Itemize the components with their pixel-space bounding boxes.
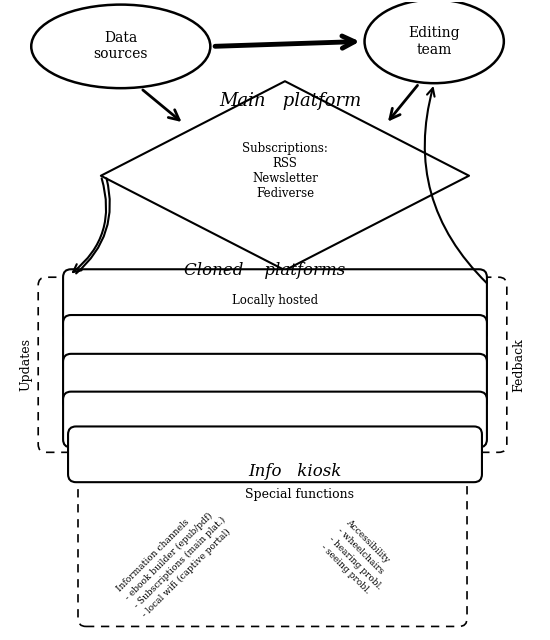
Ellipse shape	[31, 4, 210, 88]
Text: Data
sources: Data sources	[94, 31, 148, 61]
Polygon shape	[101, 81, 469, 270]
FancyBboxPatch shape	[63, 392, 487, 447]
Text: Editing
team: Editing team	[409, 26, 460, 56]
FancyBboxPatch shape	[63, 354, 487, 410]
Text: Fedback: Fedback	[512, 338, 525, 392]
Text: Cloned    platforms: Cloned platforms	[184, 262, 346, 279]
Text: Updates: Updates	[20, 339, 33, 391]
Text: Info   kiosk: Info kiosk	[248, 463, 342, 480]
Text: Accessibility
- wheelchairs
- hearing probl.
- seeing probl.: Accessibility - wheelchairs - hearing pr…	[318, 518, 400, 600]
Text: Locally hosted: Locally hosted	[232, 294, 318, 307]
Ellipse shape	[365, 0, 504, 83]
Text: Information channels
- ebook builder (epub/pdf)
- Subscriptions (main plat.)
- l: Information channels - ebook builder (ep…	[116, 499, 235, 619]
FancyBboxPatch shape	[63, 269, 487, 341]
Text: Main   platform: Main platform	[219, 92, 361, 110]
FancyBboxPatch shape	[63, 315, 487, 375]
Text: Special functions: Special functions	[245, 488, 354, 500]
FancyBboxPatch shape	[68, 426, 482, 482]
Text: Subscriptions:
RSS
Newsletter
Fediverse: Subscriptions: RSS Newsletter Fediverse	[242, 141, 328, 200]
